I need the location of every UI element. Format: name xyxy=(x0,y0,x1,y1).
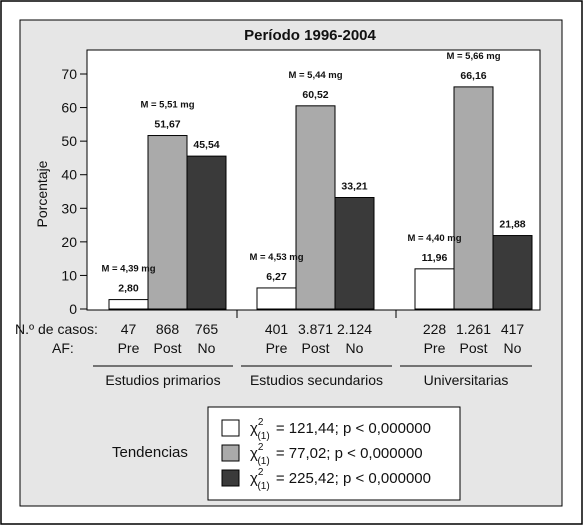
bar-value-label: 45,54 xyxy=(193,139,219,151)
chi-superscript: 2 xyxy=(258,417,264,428)
chi-subscript: (1) xyxy=(257,431,269,442)
cases-count: 1.261 xyxy=(456,321,491,337)
chi-superscript: 2 xyxy=(258,467,264,478)
legend-swatch-post xyxy=(222,445,239,461)
bar-no xyxy=(335,198,374,309)
group-label: Estudios secundarios xyxy=(250,372,383,388)
cases-count: 47 xyxy=(121,321,137,337)
cases-count: 3.871 xyxy=(298,321,333,337)
mean-dose-label: M = 5,66 mg xyxy=(446,51,500,62)
y-tick-label: 40 xyxy=(61,167,77,183)
chi-subscript: (1) xyxy=(257,481,269,492)
y-tick-label: 70 xyxy=(61,66,77,82)
mean-dose-label: M = 5,51 mg xyxy=(140,100,194,111)
cases-count: 401 xyxy=(265,321,289,337)
legend-swatch-no xyxy=(222,470,239,486)
af-category: Pre xyxy=(266,340,288,356)
chi-superscript: 2 xyxy=(258,442,264,453)
legend-swatch-pre xyxy=(222,420,239,436)
legend-stat-value: = 225,42; p < 0,000000 xyxy=(272,470,431,487)
mean-dose-label: M = 5,44 mg xyxy=(288,70,342,81)
y-tick-label: 20 xyxy=(61,234,77,250)
mean-dose-label: M = 4,39 mg xyxy=(101,264,155,275)
legend-stat-value: = 77,02; p < 0,000000 xyxy=(272,445,423,462)
mean-dose-label: M = 4,40 mg xyxy=(407,233,461,244)
bar-value-label: 11,96 xyxy=(422,252,448,264)
bar-value-label: 21,88 xyxy=(499,219,525,231)
y-tick-label: 0 xyxy=(69,301,77,317)
af-row-label: AF: xyxy=(52,340,74,356)
bar-value-label: 51,67 xyxy=(154,119,180,131)
legend-stat-value: = 121,44; p < 0,000000 xyxy=(272,420,431,437)
bar-value-label: 6,27 xyxy=(266,271,287,283)
bar-value-label: 33,21 xyxy=(341,181,367,193)
bar-no xyxy=(187,156,226,309)
bar-pre xyxy=(415,269,454,309)
bar-pre xyxy=(257,288,296,309)
af-category: No xyxy=(198,340,216,356)
y-tick-label: 10 xyxy=(61,267,77,283)
cases-count: 765 xyxy=(195,321,219,337)
bar-pre xyxy=(109,300,148,309)
bar-value-label: 60,52 xyxy=(302,89,328,101)
cases-count: 868 xyxy=(156,321,180,337)
bar-post xyxy=(148,136,187,309)
bar-value-label: 2,80 xyxy=(118,283,139,295)
cases-row-label: N.º de casos: xyxy=(15,321,98,337)
af-category: No xyxy=(504,340,522,356)
bar-post xyxy=(296,106,335,309)
af-category: Post xyxy=(301,340,329,356)
bar-post xyxy=(454,87,493,309)
group-label: Universitarias xyxy=(424,372,509,388)
bar-no xyxy=(493,236,532,309)
chart-title: Período 1996-2004 xyxy=(244,27,376,44)
group-label: Estudios primarios xyxy=(105,372,220,388)
bar-value-label: 66,16 xyxy=(460,70,486,82)
y-axis-label: Porcentaje xyxy=(34,160,50,227)
cases-count: 228 xyxy=(423,321,447,337)
chi-subscript: (1) xyxy=(257,456,269,467)
cases-count: 2.124 xyxy=(337,321,372,337)
af-category: Post xyxy=(459,340,487,356)
cases-count: 417 xyxy=(501,321,525,337)
af-category: Post xyxy=(153,340,181,356)
af-category: No xyxy=(346,340,364,356)
y-tick-label: 60 xyxy=(61,100,77,116)
legend-title: Tendencias xyxy=(112,444,188,461)
y-tick-label: 30 xyxy=(61,200,77,216)
mean-dose-label: M = 4,53 mg xyxy=(249,252,303,263)
af-category: Pre xyxy=(118,340,140,356)
af-category: Pre xyxy=(424,340,446,356)
y-tick-label: 50 xyxy=(61,133,77,149)
